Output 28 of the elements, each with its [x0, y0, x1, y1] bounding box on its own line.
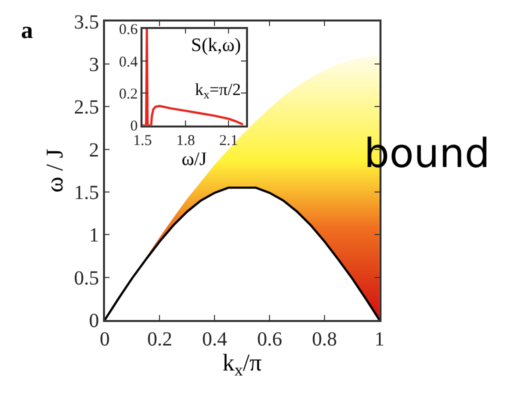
y-tick-label: 0 — [130, 118, 138, 135]
x-tick-label: 0.4 — [202, 328, 228, 351]
x-tick-label: 0.8 — [312, 328, 337, 351]
y-tick-label: 2 — [89, 139, 100, 162]
line-series — [142, 28, 244, 126]
x-tick-label: 2.1 — [219, 133, 238, 150]
x-tick-label: 0.6 — [257, 328, 282, 351]
annotation: k$_{x}$=π/2 — [195, 80, 241, 102]
y-tick-label: 0.2 — [119, 86, 138, 102]
x-tick-label: 1.5 — [133, 133, 152, 150]
y-tick-label: 0.4 — [119, 54, 138, 70]
line-series — [104, 186, 380, 320]
y-tick-label: 0.6 — [119, 22, 138, 38]
x-axis-title: ω/J — [182, 149, 207, 170]
y-tick-label: 0.5 — [74, 267, 100, 290]
x-tick-label: 0.2 — [147, 328, 172, 351]
text: a — [21, 18, 33, 44]
x-tick-label: 1 — [374, 328, 384, 351]
y-tick-label: 0 — [89, 310, 100, 332]
annotation: S(k,ω) — [191, 35, 241, 56]
y-axis-title: ω / J — [42, 148, 69, 193]
y-tick-label: 2.5 — [74, 96, 100, 119]
y-tick-label: 1.5 — [74, 182, 100, 204]
y-tick-label: 1 — [89, 224, 100, 247]
y-tick-label: 3 — [89, 54, 100, 76]
x-axis-title: k$_{x}$/π — [222, 350, 262, 380]
x-tick-label: 1.8 — [176, 133, 195, 150]
y-tick-label: 3.5 — [74, 11, 100, 34]
